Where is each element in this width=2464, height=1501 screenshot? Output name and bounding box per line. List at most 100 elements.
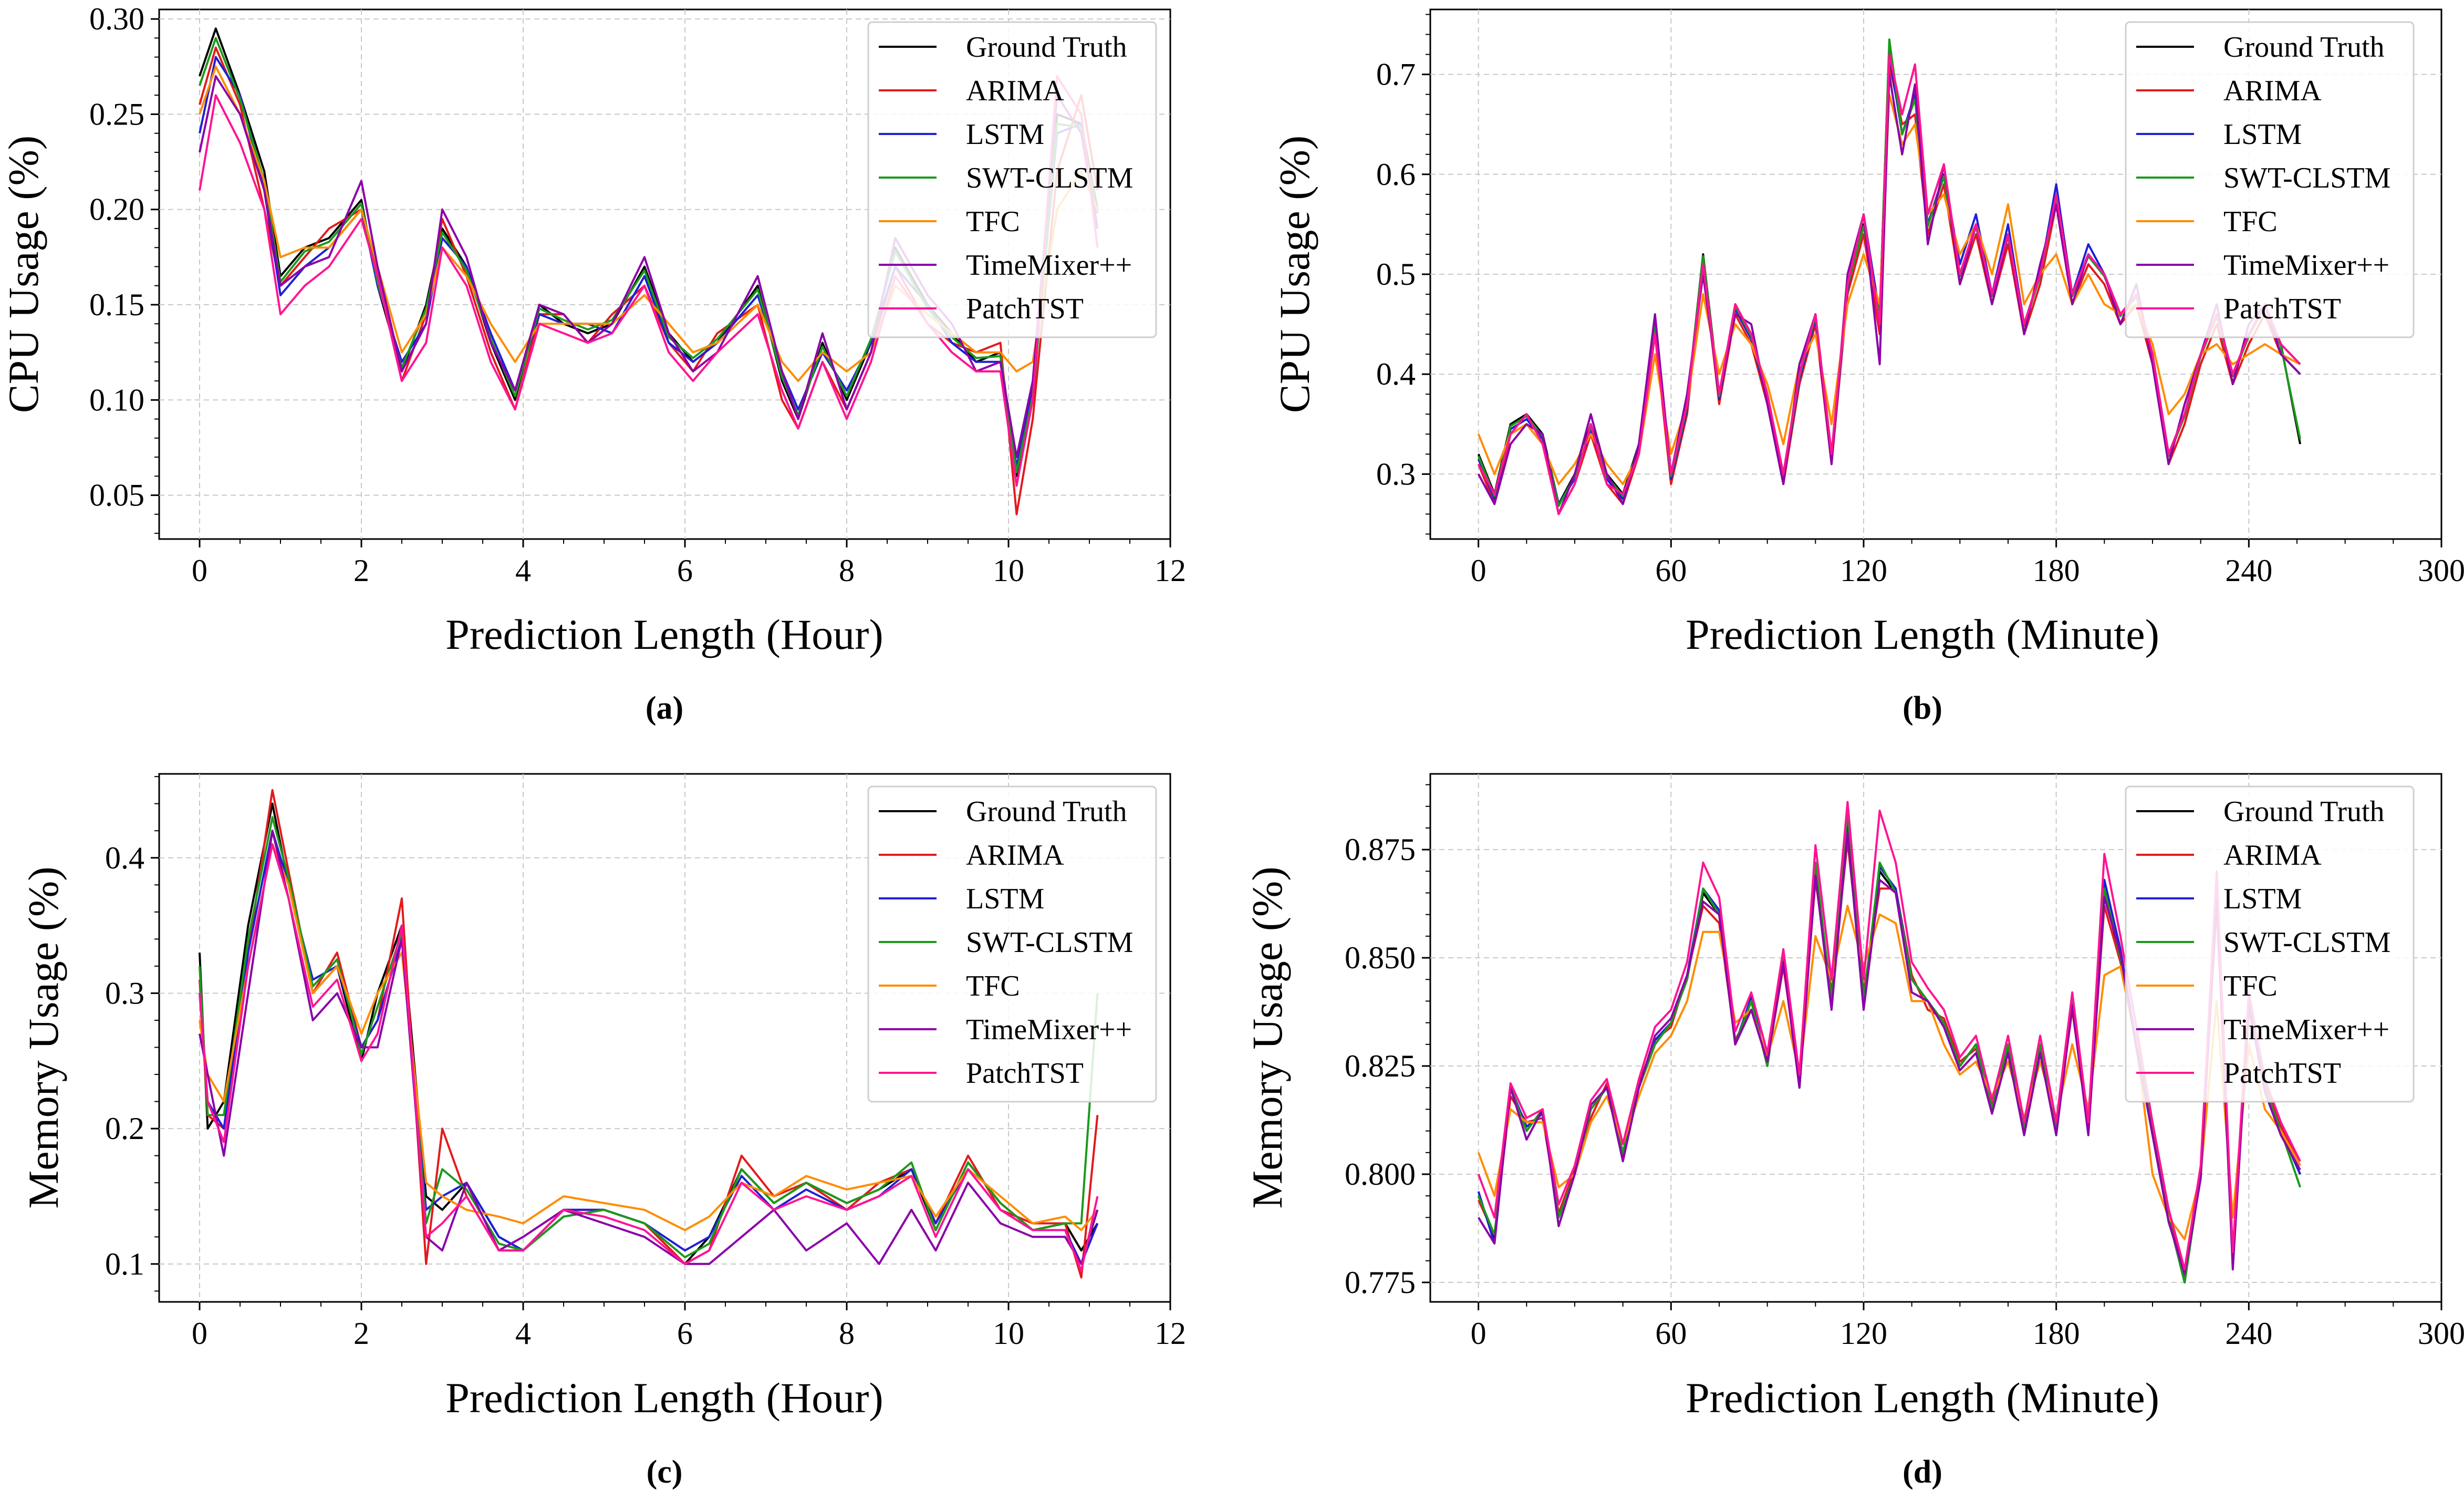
panel-c: 0 2 4 6 8 10 12 0.1 0.2 0.3 0.4 Ground Truth ARIMA…: [19, 773, 1186, 1490]
series-line-tfc: [199, 843, 1098, 1231]
panel-a-y-axis-label: CPU Usage (%): [0, 136, 47, 413]
panel-a-x-axis-label: Prediction Length (Hour): [445, 610, 883, 658]
legend-label-ground-truth: Ground Truth: [2223, 31, 2385, 64]
y-tick-label: 0.2: [105, 1111, 144, 1146]
x-tick-label: 0: [1471, 553, 1486, 588]
x-tick-label: 2: [354, 1316, 369, 1351]
x-tick-label: 0: [192, 1316, 207, 1351]
x-tick-label: 10: [993, 1316, 1024, 1351]
series-line-patchtst: [1477, 53, 2301, 515]
x-tick-label: 240: [2225, 1316, 2272, 1351]
panel-d-ticks: 0 60 120 180 240 300 0.775 0.800 0.825 0.850 0.875: [1345, 784, 2464, 1351]
legend-label-patchtst: PatchTST: [966, 293, 1084, 325]
legend-label-arima: ARIMA: [2223, 839, 2322, 872]
panel-a-series: [199, 27, 1099, 515]
panel-d-x-axis-label: Prediction Length (Minute): [1686, 1374, 2159, 1422]
legend-label-swt-clstm: SWT-CLSTM: [966, 162, 1133, 194]
x-tick-label: 300: [2418, 553, 2464, 588]
x-tick-label: 120: [1840, 553, 1887, 588]
panel-b-legend: Ground Truth ARIMA LSTM SWT-CLSTM TFC Ti…: [2125, 21, 2415, 338]
panel-b-caption: (b): [1902, 690, 1942, 726]
legend-label-lstm: LSTM: [2223, 118, 2302, 151]
legend-label-ground-truth: Ground Truth: [966, 31, 1127, 64]
legend-label-patchtst: PatchTST: [966, 1057, 1084, 1090]
x-tick-label: 4: [515, 553, 531, 588]
x-tick-label: 10: [993, 553, 1024, 588]
x-tick-label: 6: [677, 1316, 693, 1351]
y-tick-label: 0.4: [105, 841, 144, 875]
y-tick-label: 0.1: [105, 1247, 144, 1281]
panel-d-y-axis-label: Memory Usage (%): [1243, 866, 1291, 1208]
series-line-timemixer: [199, 830, 1099, 1265]
panel-d-caption: (d): [1902, 1454, 1942, 1490]
y-tick-label: 0.850: [1345, 940, 1416, 975]
x-tick-label: 0: [1471, 1316, 1486, 1351]
legend-label-timemixer: TimeMixer++: [2223, 249, 2389, 282]
y-tick-label: 0.3: [105, 976, 144, 1010]
series-line-patchtst: [199, 75, 1099, 487]
x-tick-label: 180: [2033, 1316, 2080, 1351]
panel-c-ticks: 0 2 4 6 8 10 12 0.1 0.2 0.3 0.4: [105, 776, 1186, 1351]
panel-c-series: [199, 789, 1099, 1279]
legend-label-swt-clstm: SWT-CLSTM: [2223, 162, 2390, 194]
y-tick-label: 0.4: [1376, 357, 1416, 391]
legend-label-tfc: TFC: [966, 970, 1020, 1002]
panel-c-caption: (c): [647, 1454, 683, 1490]
y-tick-label: 0.5: [1376, 257, 1416, 292]
x-tick-label: 60: [1655, 553, 1687, 588]
panel-a-ticks: 0 2 4 6 8 10 12 0.05 0.10 0.15 0.20 0.25 0.30: [89, 2, 1186, 588]
x-tick-label: 6: [677, 553, 693, 588]
panel-c-legend-box: [867, 785, 1157, 1103]
panel-b-legend-box: [2125, 21, 2415, 338]
x-tick-label: 300: [2418, 1316, 2464, 1351]
series-line-patchtst: [1477, 801, 2301, 1271]
series-line-patchtst: [199, 843, 1099, 1272]
panel-a-legend: Ground Truth ARIMA LSTM SWT-CLSTM TFC Ti…: [867, 21, 1157, 338]
y-tick-label: 0.875: [1345, 832, 1416, 867]
legend-label-lstm: LSTM: [2223, 883, 2302, 915]
y-tick-label: 0.775: [1345, 1265, 1416, 1300]
x-tick-label: 60: [1655, 1316, 1687, 1351]
legend-label-arima: ARIMA: [966, 75, 1064, 107]
x-tick-label: 8: [839, 553, 855, 588]
x-tick-label: 2: [354, 553, 369, 588]
panel-d: 0 60 120 180 240 300 0.775 0.800 0.825 0.850 0.875…: [1243, 773, 2464, 1490]
panel-c-x-axis-label: Prediction Length (Hour): [445, 1374, 883, 1422]
legend-label-swt-clstm: SWT-CLSTM: [966, 926, 1133, 959]
y-tick-label: 0.25: [89, 97, 144, 131]
legend-label-timemixer: TimeMixer++: [966, 1013, 1132, 1046]
legend-label-ground-truth: Ground Truth: [2223, 795, 2385, 828]
panel-a-legend-box: [867, 21, 1157, 338]
legend-label-tfc: TFC: [2223, 205, 2278, 238]
panel-a-caption: (a): [646, 690, 683, 726]
x-tick-label: 120: [1840, 1316, 1887, 1351]
y-tick-label: 0.7: [1376, 57, 1416, 92]
y-tick-label: 0.3: [1376, 457, 1416, 491]
legend-label-arima: ARIMA: [966, 839, 1064, 872]
series-line-tfc: [199, 65, 1099, 382]
panel-b-series: [1477, 38, 2302, 515]
y-tick-label: 0.30: [89, 2, 144, 36]
panel-d-series: [1477, 801, 2301, 1283]
y-tick-label: 0.20: [89, 192, 144, 227]
series-line-timemixer: [199, 75, 1099, 459]
panel-b-ticks: 0 60 120 180 240 300 0.3 0.4 0.5 0.6 0.7: [1376, 14, 2464, 588]
y-tick-label: 0.15: [89, 287, 144, 322]
legend-label-timemixer: TimeMixer++: [966, 249, 1132, 282]
legend-label-patchtst: PatchTST: [2223, 293, 2341, 325]
x-tick-label: 0: [192, 553, 207, 588]
legend-label-swt-clstm: SWT-CLSTM: [2223, 926, 2390, 959]
panel-b: 0 60 120 180 240 300 0.3 0.4 0.5 0.6 0.7 Ground Tr…: [1271, 8, 2464, 726]
legend-label-lstm: LSTM: [966, 118, 1044, 151]
panel-a: 0 2 4 6 8 10 12 0.05 0.10 0.15 0.20 0.25 0.30 Ground…: [0, 2, 1186, 726]
x-tick-label: 240: [2225, 553, 2272, 588]
y-tick-label: 0.825: [1345, 1049, 1416, 1083]
panel-c-legend: Ground Truth ARIMA LSTM SWT-CLSTM TFC Ti…: [867, 785, 1157, 1103]
legend-label-tfc: TFC: [966, 205, 1020, 238]
panel-d-legend: Ground Truth ARIMA LSTM SWT-CLSTM TFC Ti…: [2125, 785, 2415, 1103]
legend-label-lstm: LSTM: [966, 883, 1044, 915]
x-tick-label: 180: [2033, 553, 2080, 588]
x-tick-label: 12: [1155, 553, 1186, 588]
panel-d-legend-box: [2125, 785, 2415, 1103]
